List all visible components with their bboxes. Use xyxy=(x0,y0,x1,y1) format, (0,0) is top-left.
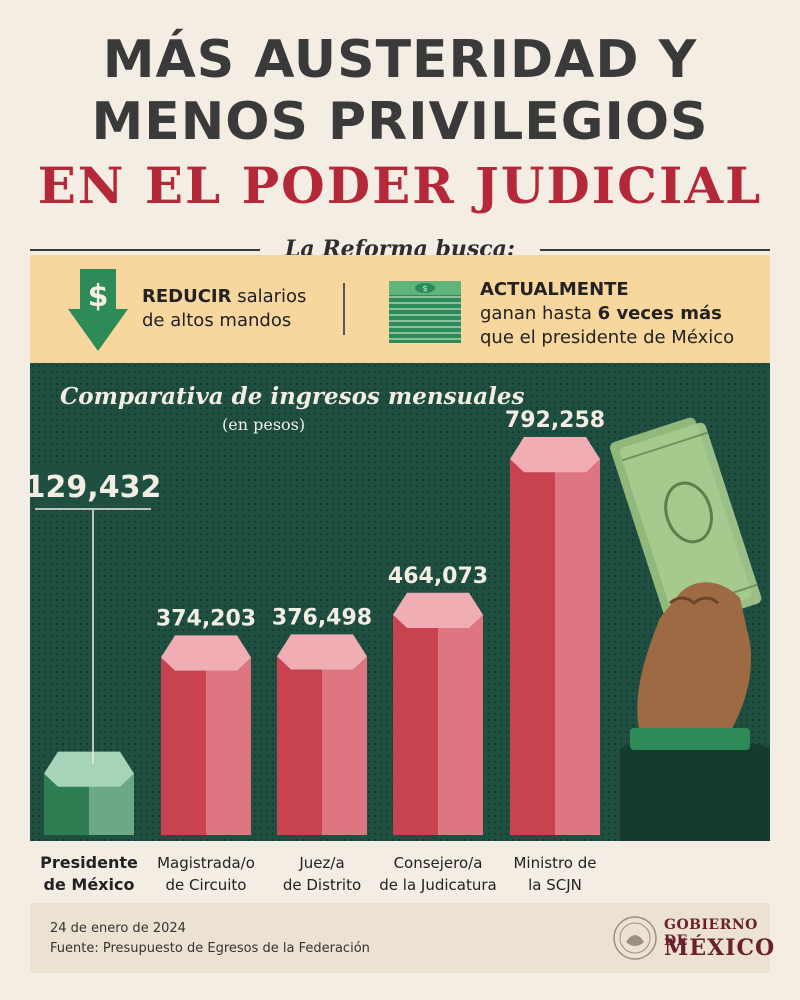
gob-line-2: MÉXICO xyxy=(664,935,776,961)
bar-0 xyxy=(44,751,134,835)
value-label-4: 792,258 xyxy=(505,408,605,433)
chart-title: Comparativa de ingresos mensuales xyxy=(60,383,525,410)
category-label-1-line-0: Magistrada/o xyxy=(157,854,255,872)
bar-3-side-left xyxy=(393,614,408,835)
reducir-line2: de altos mandos xyxy=(142,310,292,331)
bar-2-side-left xyxy=(277,656,292,835)
category-label-4-line-0: Ministro de xyxy=(513,854,597,872)
bar-2 xyxy=(277,634,367,835)
category-label-3-line-0: Consejero/a xyxy=(393,854,483,872)
band-divider xyxy=(343,283,345,335)
category-label-2-line-1: de Distrito xyxy=(282,876,362,894)
reducir-text: REDUCIR salarios de altos mandos xyxy=(142,285,306,333)
chart-panel: Comparativa de ingresos mensuales (en pe… xyxy=(30,363,770,841)
bar-0-side-left xyxy=(44,773,59,835)
bar-3-side-right xyxy=(438,614,483,835)
category-label-4: Ministro de la SCJN xyxy=(495,852,615,896)
value-label-0: 129,432 xyxy=(25,470,162,505)
money-stack-icon: $ xyxy=(389,281,461,343)
svg-text:$: $ xyxy=(88,279,109,314)
bar-4 xyxy=(510,437,600,835)
category-label-0-line-1: de México xyxy=(43,875,135,894)
svg-text:$: $ xyxy=(422,284,427,293)
footer-date: 24 de enero de 2024 xyxy=(50,921,186,936)
bar-4-side-left xyxy=(510,459,525,835)
title-line-1: MÁS AUSTERIDAD Y xyxy=(102,30,698,90)
value-label-1: 374,203 xyxy=(156,606,256,631)
value-label-0-bg xyxy=(33,463,153,507)
actual-line2-pre: ganan hasta xyxy=(480,303,598,324)
bar-1 xyxy=(161,635,251,835)
actual-line3: que el presidente de México xyxy=(480,327,735,348)
bar-4-side-right xyxy=(555,459,600,835)
bar-3-cap xyxy=(393,592,483,628)
category-label-2-line-0: Juez/a xyxy=(299,854,345,872)
category-label-0-line-0: Presidente xyxy=(40,853,138,872)
bar-0-cap xyxy=(44,751,134,787)
bar-2-side-right xyxy=(322,656,367,835)
category-label-4-line-1: la SCJN xyxy=(528,876,582,894)
value-label-3: 464,073 xyxy=(388,564,488,589)
bar-1-side-right xyxy=(206,657,251,835)
chart-subtitle: (en pesos) xyxy=(222,415,306,434)
heading-rule-right xyxy=(540,249,770,251)
actualmente-text: ACTUALMENTE ganan hasta 6 veces más que … xyxy=(480,278,734,350)
title-line-2: MENOS PRIVILEGIOS xyxy=(91,92,709,152)
reducir-bold: REDUCIR xyxy=(142,286,232,307)
category-label-1-line-1: de Circuito xyxy=(165,876,247,894)
gob-line-1: GOBIERNO DE xyxy=(664,917,758,949)
bar-1-cap xyxy=(161,635,251,671)
category-label-2: Juez/a de Distrito xyxy=(262,852,382,896)
bar-3 xyxy=(393,592,483,835)
category-label-1: Magistrada/o de Circuito xyxy=(146,852,266,896)
footer-source: Fuente: Presupuesto de Egresos de la Fed… xyxy=(50,941,370,956)
category-label-3: Consejero/a de la Judicatura xyxy=(378,852,498,896)
bar-4-cap xyxy=(510,437,600,473)
category-label-0: Presidente de México xyxy=(29,852,149,896)
hand-holding-money-icon xyxy=(610,417,770,841)
bar-2-cap xyxy=(277,634,367,670)
heading-rule-left xyxy=(30,249,260,251)
actual-line2-bold: 6 veces más xyxy=(597,303,722,324)
title-line-3: EN EL PODER JUDICIAL xyxy=(37,156,763,215)
actual-bold: ACTUALMENTE xyxy=(480,279,629,300)
reforma-band: $ REDUCIR salarios de altos mandos $ ACT… xyxy=(30,255,770,363)
bar-1-side-left xyxy=(161,657,176,835)
footer: 24 de enero de 2024 Fuente: Presupuesto … xyxy=(30,903,774,973)
category-label-3-line-1: de la Judicatura xyxy=(379,876,497,894)
government-seal-icon xyxy=(613,916,657,960)
reducir-rest: salarios xyxy=(231,286,307,307)
value-label-2: 376,498 xyxy=(272,605,372,630)
dollar-down-arrow-icon: $ xyxy=(68,269,128,351)
